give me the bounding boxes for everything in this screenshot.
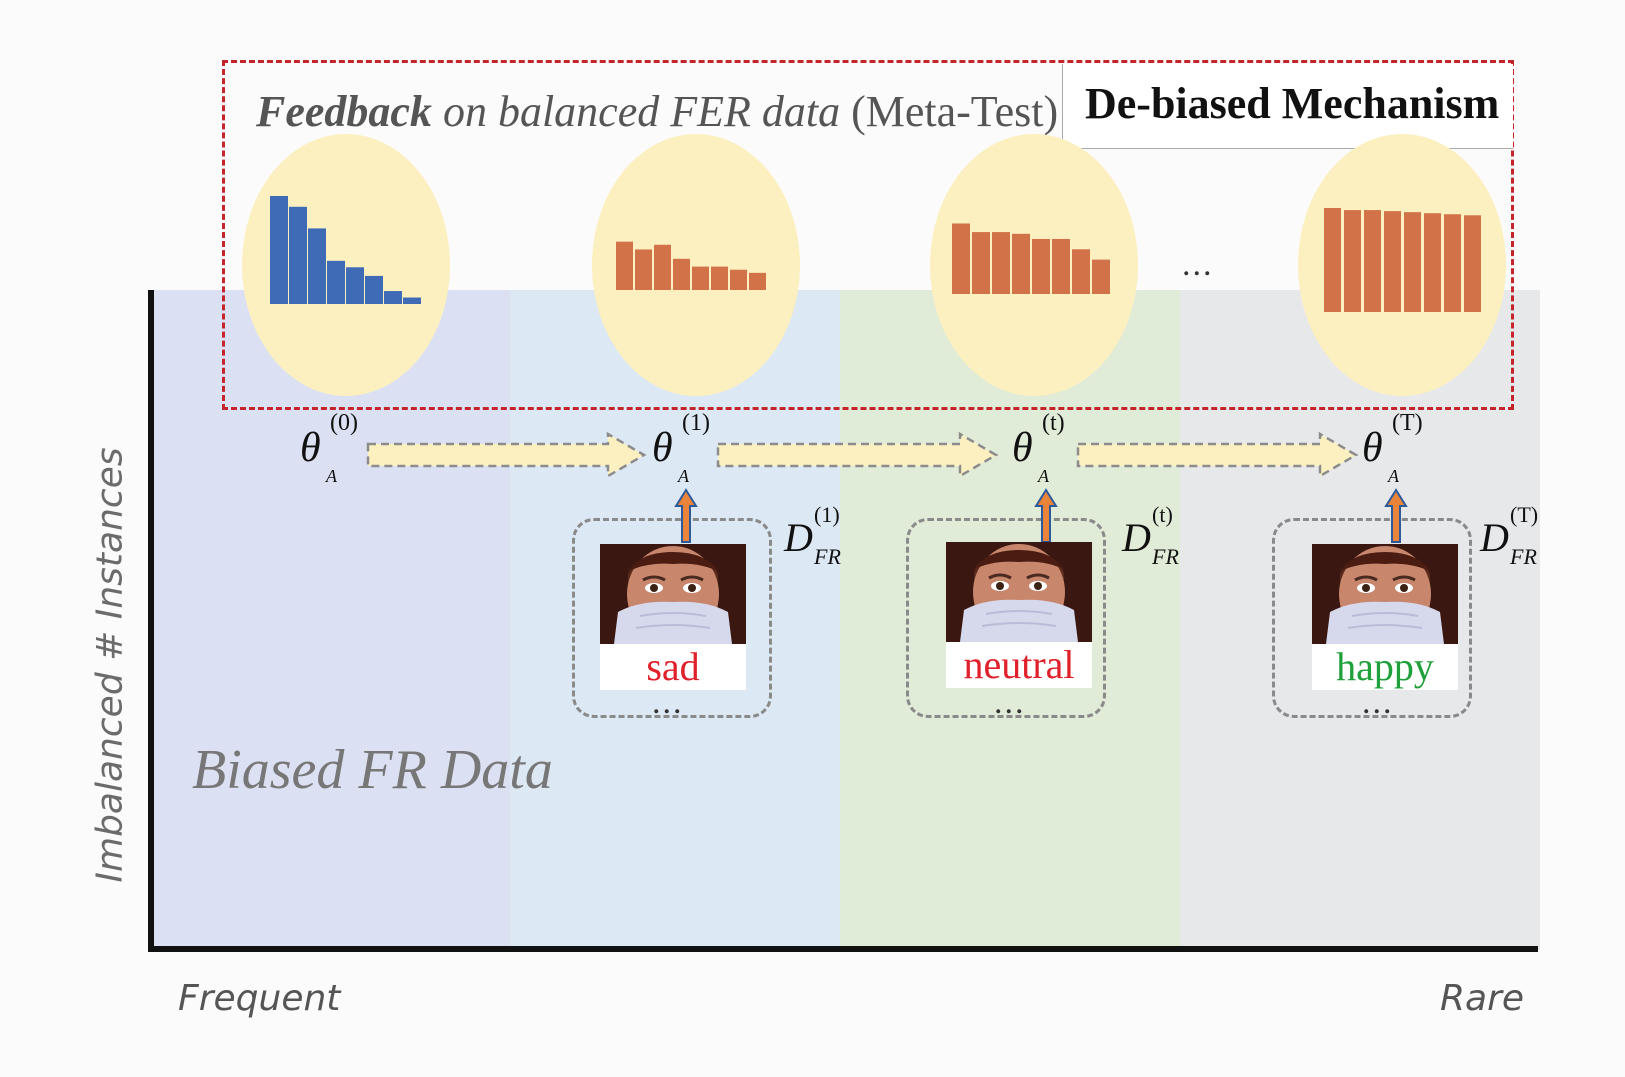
flow-arrow-1-t — [716, 432, 999, 478]
dataset-frame-t — [906, 518, 1106, 718]
distribution-bars-2 — [952, 223, 1110, 294]
distribution-0-bar-7 — [403, 297, 421, 304]
distribution-1-bar-1 — [635, 249, 652, 290]
feedback-caption: Feedback on balanced FER data (Meta-Test… — [256, 86, 1058, 137]
face-image-T — [1312, 544, 1458, 644]
flow-arrow-t-T — [1076, 432, 1359, 478]
dataset-ellipsis-1: ... — [652, 684, 684, 721]
mechanism-title: De-biased Mechanism — [1085, 79, 1500, 128]
distribution-0-bar-0 — [270, 196, 288, 304]
distribution-oval-1 — [592, 134, 800, 396]
distribution-3-bar-2 — [1364, 210, 1381, 312]
distribution-bars-0 — [270, 196, 421, 304]
distribution-3-bar-6 — [1444, 214, 1461, 312]
distribution-0-bar-3 — [327, 260, 345, 304]
face-image-t — [946, 542, 1092, 642]
distribution-oval-3 — [1298, 134, 1506, 396]
distribution-0-bar-1 — [289, 206, 307, 304]
distribution-1-bar-6 — [730, 269, 747, 290]
emotion-label-happy: happy — [1312, 644, 1458, 690]
face-image-1 — [600, 544, 746, 644]
distribution-3-bar-5 — [1424, 213, 1441, 312]
distribution-1-bar-3 — [673, 258, 690, 290]
distribution-oval-0 — [242, 134, 450, 396]
feedback-mid: on balanced FER data — [442, 87, 841, 136]
dataset-label-1: D (1) FR — [784, 502, 841, 569]
x-axis-left-label: Frequent — [178, 978, 341, 1019]
distribution-bars-3 — [1324, 208, 1481, 312]
distribution-1-bar-7 — [749, 272, 766, 290]
distribution-1-bar-4 — [692, 266, 709, 290]
theta-1: θ (1) A — [652, 410, 710, 486]
distribution-bars-1 — [616, 241, 766, 290]
distribution-1-bar-2 — [654, 244, 671, 290]
distribution-0-bar-4 — [346, 267, 364, 304]
mechanism-title-box — [1062, 64, 1513, 149]
distribution-1-bar-5 — [711, 266, 728, 290]
distribution-3-bar-1 — [1344, 210, 1361, 312]
distribution-oval-2 — [930, 134, 1138, 396]
dataset-ellipsis-t: ... — [994, 684, 1026, 721]
up-arrow-1 — [674, 488, 698, 543]
distribution-2-bar-0 — [952, 223, 970, 294]
y-axis — [148, 290, 154, 952]
distribution-3-bar-7 — [1464, 215, 1481, 312]
dataset-frame-1 — [572, 518, 772, 718]
band-frequent — [150, 290, 510, 950]
distribution-0-bar-5 — [365, 275, 383, 304]
up-arrow-T — [1384, 488, 1408, 543]
de-biased-mechanism-frame — [222, 60, 1514, 410]
feedback-bold: Feedback — [256, 87, 432, 136]
dataset-label-t: D (t) FR — [1122, 502, 1179, 569]
distribution-0-bar-2 — [308, 228, 326, 304]
dataset-frame-T — [1272, 518, 1472, 718]
theta-T: θ (T) A — [1362, 410, 1423, 486]
up-arrow-t — [1034, 488, 1058, 543]
distribution-3-bar-4 — [1404, 212, 1421, 312]
distribution-0-bar-6 — [384, 291, 402, 304]
flow-arrow-0-1 — [366, 432, 647, 478]
theta-t: θ (t) A — [1012, 410, 1065, 486]
oval-ellipsis: ... — [1182, 246, 1214, 283]
distribution-2-bar-6 — [1072, 249, 1090, 294]
x-axis — [148, 946, 1538, 952]
emotion-label-sad: sad — [600, 644, 746, 690]
emotion-label-neutral: neutral — [946, 642, 1092, 688]
distribution-2-bar-3 — [1012, 233, 1030, 294]
distribution-2-bar-2 — [992, 232, 1010, 294]
distribution-3-bar-3 — [1384, 211, 1401, 312]
y-axis-label: Imbalanced # Instances — [89, 447, 131, 883]
dataset-ellipsis-T: ... — [1362, 684, 1394, 721]
distribution-2-bar-4 — [1032, 238, 1050, 294]
feedback-tail: (Meta-Test) — [851, 87, 1059, 136]
x-axis-right-label: Rare — [1440, 978, 1525, 1019]
distribution-1-bar-0 — [616, 241, 633, 290]
distribution-3-bar-0 — [1324, 208, 1341, 312]
distribution-2-bar-5 — [1052, 238, 1070, 294]
biased-data-label: Biased FR Data — [192, 739, 553, 801]
distribution-2-bar-7 — [1092, 259, 1110, 294]
dataset-label-T: D (T) FR — [1480, 502, 1539, 569]
distribution-2-bar-1 — [972, 232, 990, 294]
theta-0: θ (0) A — [300, 410, 358, 486]
